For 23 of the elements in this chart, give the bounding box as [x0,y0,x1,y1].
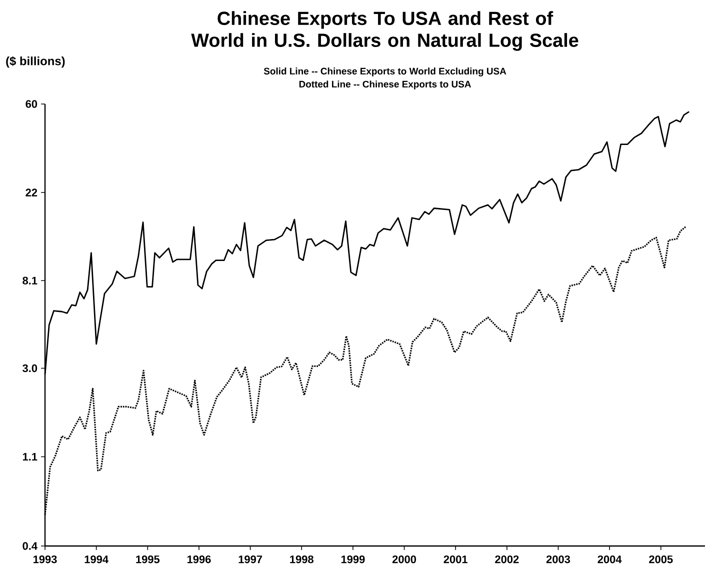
x-tick-label: 2005 [649,555,673,564]
chart-title: Chinese Exports To USA and Rest of World in U.S. Dollars on Natural Log Scale [191,11,578,51]
x-tick-label: 1999 [341,555,365,564]
y-tick-label: 60 [26,100,38,108]
y-axis-title: ($ billions) [6,56,65,68]
x-tick-label: 2003 [546,555,570,564]
x-tick-label: 1996 [187,555,211,564]
x-tick-label: 1997 [238,555,262,564]
x-tick-label: 1993 [34,555,57,564]
x-tick-label: 2000 [392,555,416,564]
y-tick-label: 22 [26,188,38,196]
x-tick-label: 2001 [444,555,468,564]
x-tick-label: 1994 [84,555,108,564]
x-tick-label: 2002 [495,555,519,564]
y-tick-label: 1.1 [22,452,38,461]
x-tick-label: 2004 [598,555,622,564]
chart-subtitle: Solid Line -- Chinese Exports to World Excluding USA [264,68,506,76]
text: Dotted Line -- Chinese Exports to USA [299,80,471,90]
y-tick-label: 3.0 [22,364,38,372]
y-tick-label: 0.4 [22,542,38,550]
x-tick-label: 1995 [136,555,160,564]
x-tick-label: 1998 [290,555,314,564]
y-tick-label: 8.1 [22,276,38,285]
